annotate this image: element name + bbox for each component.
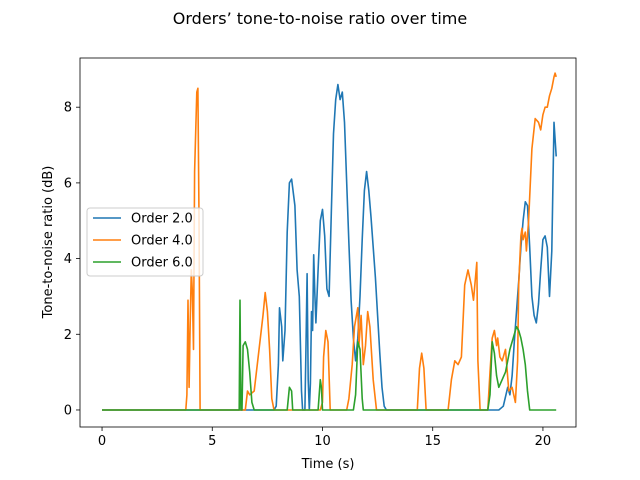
axes-frame [79, 57, 577, 428]
y-axis-label: Tone-to-noise ratio (dB) [41, 166, 56, 320]
x-tick-label: 15 [424, 434, 441, 449]
legend-label-1: Order 2.0 [131, 212, 193, 227]
x-axis-label: Time (s) [301, 457, 355, 472]
legend: Order 2.0 Order 4.0 Order 6.0 [86, 207, 204, 277]
y-tick-label: 2 [64, 328, 72, 343]
series-line-2 [102, 72, 557, 411]
y-tick-label: 0 [64, 403, 72, 418]
x-tick-label: 20 [535, 434, 552, 449]
y-tick-label: 8 [64, 101, 72, 116]
x-tick-label: 10 [314, 434, 331, 449]
series-layer [102, 72, 557, 411]
x-tick-label: 0 [98, 434, 106, 449]
legend-label-3: Order 6.0 [131, 256, 193, 271]
legend-box [86, 207, 204, 277]
chart-title: Orders’ tone-to-noise ratio over time [173, 9, 467, 28]
x-axis: 0 5 10 15 20 [98, 427, 551, 449]
legend-label-2: Order 4.0 [131, 234, 193, 249]
series-line-3 [102, 299, 557, 411]
x-tick-label: 5 [208, 434, 216, 449]
y-axis: 0 2 4 6 8 [64, 101, 80, 418]
y-tick-label: 4 [64, 252, 72, 267]
y-tick-label: 6 [64, 176, 72, 191]
series-line-1 [102, 83, 557, 411]
